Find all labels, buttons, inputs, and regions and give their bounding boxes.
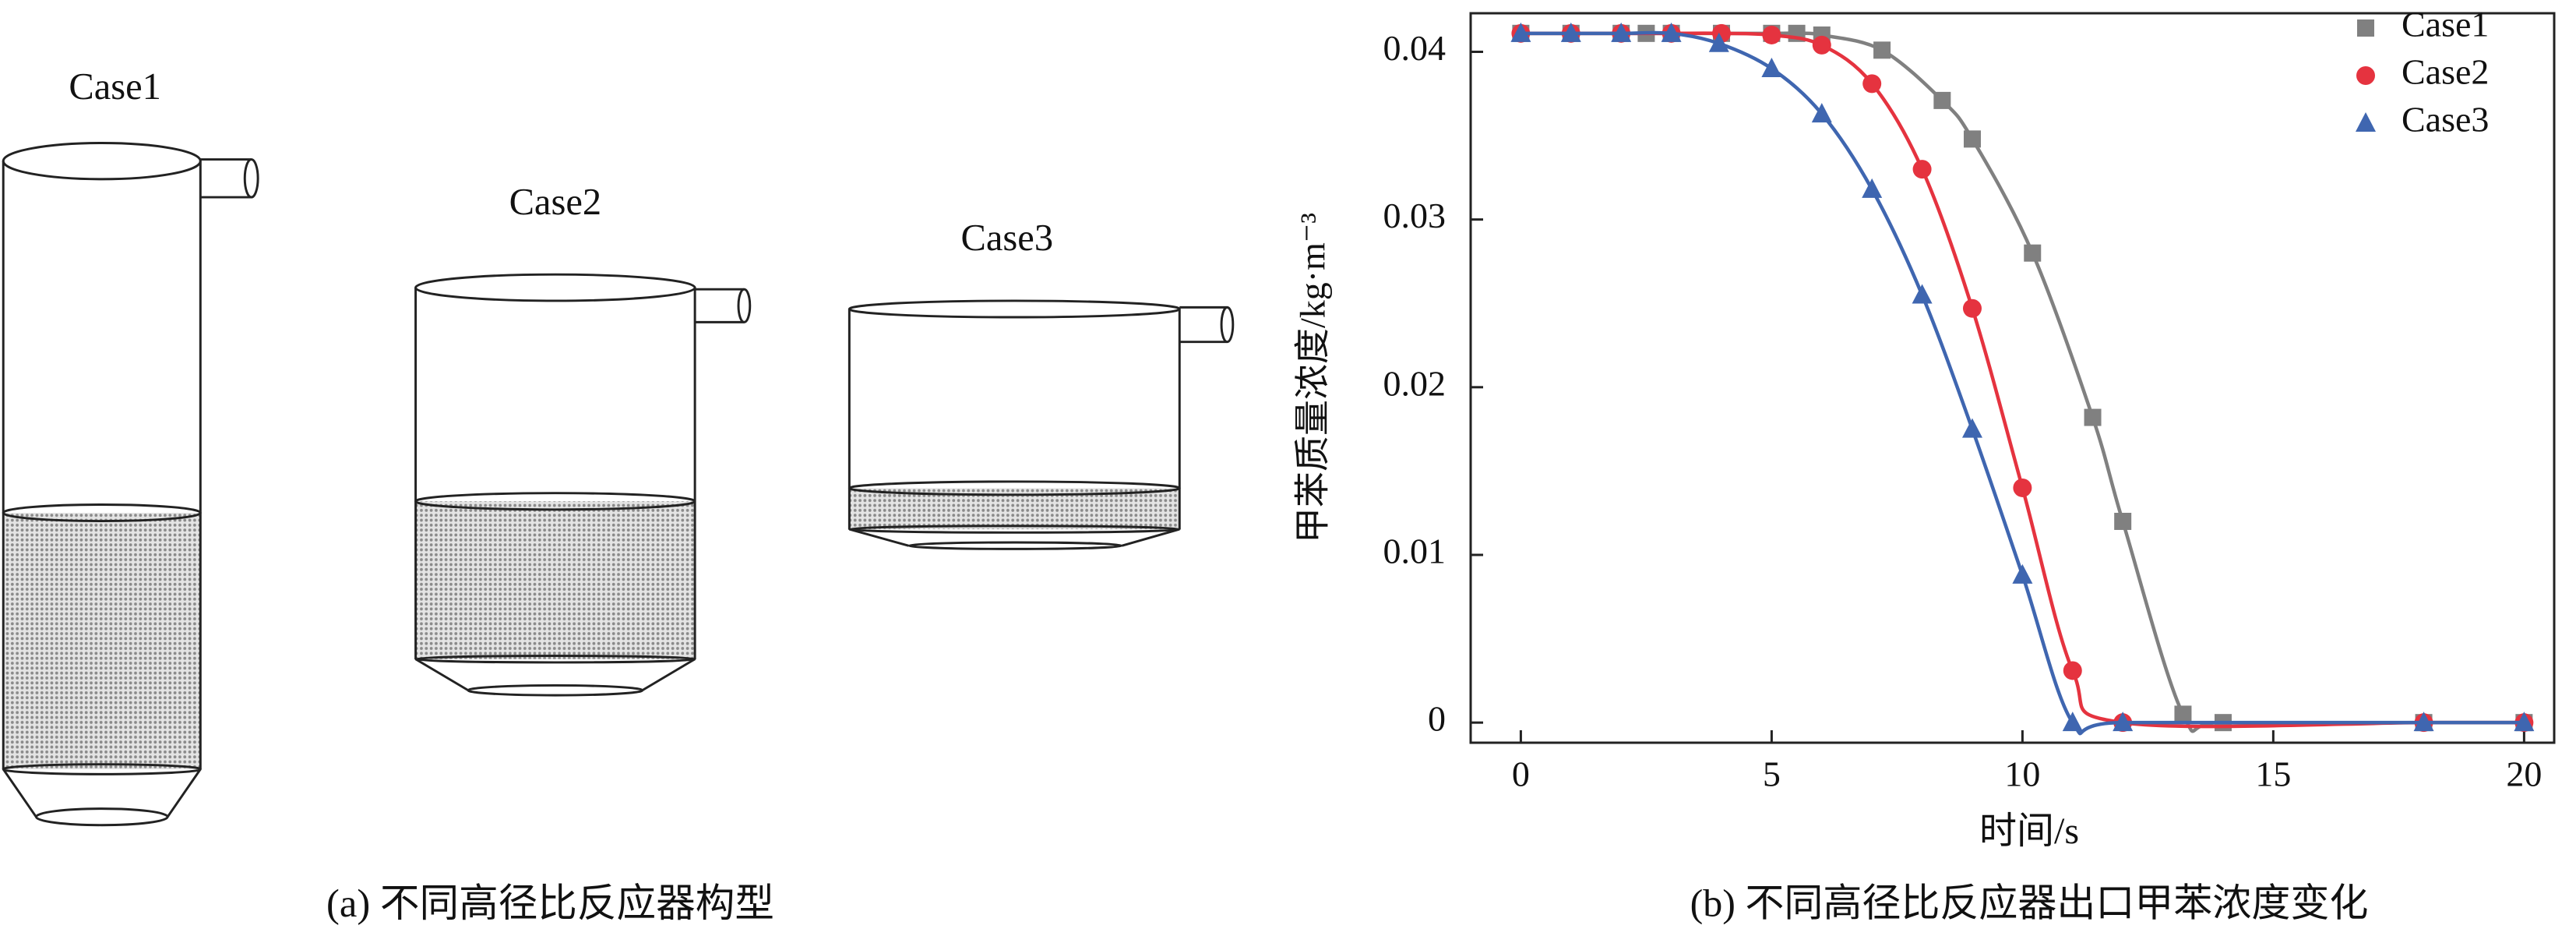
- data-point: [1661, 22, 1682, 42]
- data-point: [1611, 22, 1632, 42]
- x-tick-label: 10: [2004, 754, 2040, 794]
- data-point: [2013, 478, 2032, 497]
- series-line: [1521, 31, 2525, 733]
- y-tick-label: 0: [1428, 699, 1446, 739]
- legend-label: Case1: [2402, 5, 2489, 44]
- legend-label: Case2: [2402, 52, 2489, 92]
- series-line: [1521, 31, 2525, 729]
- legend-label: Case3: [2402, 100, 2489, 140]
- legend-marker: [2356, 112, 2376, 132]
- data-point: [2012, 563, 2033, 584]
- data-point: [1933, 91, 1951, 109]
- data-point: [2514, 712, 2535, 732]
- reactor-label: Case3: [961, 217, 1054, 259]
- legend-marker: [2357, 19, 2374, 37]
- data-point: [1963, 130, 1981, 148]
- data-point: [1812, 35, 1831, 55]
- data-point: [1510, 22, 1531, 42]
- data-point: [2113, 712, 2134, 732]
- x-tick-label: 0: [1512, 754, 1530, 794]
- data-point: [1761, 58, 1782, 78]
- y-tick-label: 0.01: [1383, 532, 1447, 571]
- caption: (b) 不同高径比反应器出口甲苯浓度变化: [1690, 881, 2369, 924]
- data-point: [1762, 25, 1781, 44]
- reactor-diagram: Case1 Case2 Case3 (a) 不同高径比反应器构型: [2, 66, 1235, 925]
- x-axis-label: 时间/s: [1979, 811, 2079, 852]
- data-point: [2062, 712, 2083, 732]
- reactor-label: Case1: [69, 66, 161, 108]
- legend-marker: [2356, 66, 2375, 85]
- reactor-label: Case2: [509, 182, 602, 223]
- plot-frame: [1469, 12, 2556, 744]
- data-point: [1961, 418, 1982, 438]
- caption: (a) 不同高径比反应器构型: [326, 881, 774, 925]
- y-tick-label: 0.02: [1383, 363, 1447, 403]
- y-tick-label: 0.04: [1383, 28, 1447, 68]
- data-point: [2024, 244, 2042, 262]
- data-point: [2084, 408, 2102, 426]
- data-point: [2174, 705, 2192, 723]
- data-point: [1811, 103, 1832, 123]
- data-point: [1862, 178, 1883, 198]
- series-line: [1521, 30, 2525, 736]
- reactor-case2: [414, 273, 752, 697]
- data-point: [1912, 284, 1933, 304]
- y-tick-label: 0.03: [1383, 196, 1447, 235]
- data-point: [2063, 661, 2082, 680]
- reactor-case1: [2, 142, 259, 827]
- x-tick-label: 15: [2255, 754, 2291, 794]
- reactor-case3: [848, 299, 1235, 550]
- data-point: [1862, 74, 1882, 94]
- data-point: [1560, 22, 1581, 42]
- data-point: [1912, 160, 1932, 179]
- x-tick-label: 5: [1763, 754, 1781, 794]
- data-point: [1873, 41, 1891, 59]
- x-tick-label: 20: [2506, 754, 2542, 794]
- data-point: [2413, 712, 2434, 732]
- data-point: [2114, 512, 2132, 530]
- data-point: [1708, 32, 1729, 52]
- data-point: [1962, 298, 1982, 318]
- y-axis-label: 甲苯质量浓度/kg·m⁻³: [1293, 213, 1333, 543]
